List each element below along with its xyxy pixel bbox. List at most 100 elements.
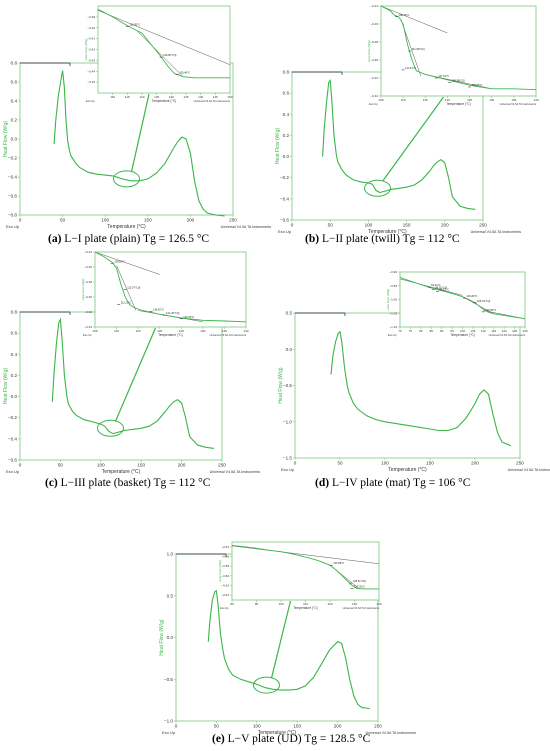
inset-d-annotation: 101.82°C — [467, 294, 478, 298]
inset-a-xtick-label: 120 — [139, 95, 144, 99]
main-b-curve — [322, 78, 476, 210]
inset-c-xtick-label: 140 — [243, 329, 248, 333]
inset-a-xtick-label: 130 — [169, 95, 174, 99]
main-d-ytick-label: −1.0 — [283, 419, 293, 424]
inset-d-ytick-label: −0.90 — [389, 270, 397, 274]
inset-c-annotation: 112.07°C(I) — [127, 286, 140, 290]
main-chart-d: 0 50 100 150 200 250 −1.5 −1.0 −0.5 0.0 0.5 Heat Fl… — [278, 311, 550, 473]
main-a-footer: Universal V4.5A TA Instruments — [221, 225, 272, 229]
zoom-connector-c — [114, 327, 157, 422]
main-b-xtick-label: 0 — [291, 223, 294, 228]
main-a-xlabel: Temperature (°C) — [107, 224, 146, 230]
inset-a-annotation: 115.95°C — [129, 23, 140, 27]
inset-d-annotation: 84.21°C — [431, 283, 441, 287]
zoom-circle-b — [364, 179, 392, 197]
main-e-xtick-label: 250 — [374, 724, 382, 729]
inset-b-xtick-label: 110 — [401, 98, 406, 102]
main-a-xtick-label: 150 — [144, 218, 152, 223]
inset-a-xtick-label: 125 — [154, 95, 159, 99]
inset-e-footer: Universal V4.5A TA Instruments — [343, 606, 380, 610]
inset-c-annotation: 111.21°C — [121, 301, 132, 305]
inset-c-annotation: 121.40°C(I) — [166, 311, 179, 315]
caption-e: (e) L−V plate (UD) Tg = 128.5 °C — [212, 733, 370, 745]
inset-d-xtick-label: 95 — [450, 329, 454, 333]
main-d-xtick-label: 200 — [471, 461, 479, 466]
inset-e-xtick-label: 110 — [303, 602, 308, 606]
inset-a-footer: Universal V4.5A TA Instruments — [194, 99, 231, 103]
main-d-ytick-label: −0.5 — [283, 383, 293, 388]
inset-d-xtick-label: 110 — [481, 329, 486, 333]
inset-d-ytick-label: −1.00 — [389, 298, 397, 302]
inset-a-ylabel: Heat Flow (W/g) — [84, 39, 88, 61]
inset-d-xtick-label: 130 — [522, 329, 527, 333]
main-b-ytick-label: 0.8 — [283, 70, 290, 75]
main-b-xtick-label: 250 — [479, 223, 487, 228]
inset-d-annotation: 106.43°C(I) — [477, 299, 490, 303]
caption-d-text: L−IV plate (mat) Tg = 106 °C — [329, 477, 471, 489]
inset-b-xtick-label: 125 — [467, 98, 472, 102]
inset-d-ylabel: Heat Flow (W/g) — [386, 289, 390, 311]
main-e-curve — [207, 589, 370, 710]
main-chart-b: 0 50 100 150 200 250 −0.6 −0.4 −0.2 0.0 0.2 0.4 0.6 0… — [275, 70, 521, 235]
main-c-ytick-label: 0.6 — [11, 331, 18, 336]
inset-b-bg — [381, 6, 536, 96]
main-d-ytick-label: 0.0 — [286, 347, 293, 352]
main-e-xtick-label: 150 — [293, 724, 301, 729]
inset-b-annotation: 120.98°C(I) — [452, 79, 465, 83]
main-a-ytick-label: −0.6 — [8, 194, 18, 199]
inset-chart-c: 105 110 115 120 125 130 135 140 −0.34 −0.32 −0.30 −… — [81, 250, 249, 337]
inset-b-xtick-label: 115 — [423, 98, 428, 102]
zoom-circle-a — [113, 170, 140, 188]
main-c-xtick-label: 50 — [58, 463, 64, 468]
inset-d-xtick-label: 115 — [491, 329, 496, 333]
inset-a-ytick-label: −0.43 — [87, 58, 95, 62]
inset-e-xtick-label: 90 — [255, 602, 259, 606]
inset-e-xtick-label: 80 — [230, 602, 234, 606]
main-a-ytick-label: 0.4 — [11, 99, 18, 104]
main-d-xtick-label: 250 — [516, 461, 524, 466]
main-e-footer: Universal V4.5A TA Instruments — [366, 731, 417, 735]
inset-c-ytick-label: −0.32 — [84, 310, 92, 314]
main-e-xtick-label: 200 — [334, 724, 342, 729]
caption-b-letter: (b) — [305, 233, 320, 245]
main-b-xtick-label: 50 — [328, 223, 334, 228]
inset-e-ytick-label: −0.58 — [221, 564, 229, 568]
inset-d-xtick-label: 80 — [419, 329, 423, 333]
inset-b-ytick-label: −0.34 — [370, 94, 378, 98]
main-d-xtick-label: 0 — [294, 461, 297, 466]
zoom-circle-c — [96, 419, 124, 437]
inset-b-footer: Universal V4.5A TA Instruments — [500, 102, 537, 106]
inset-c-xtick-label: 125 — [179, 329, 184, 333]
main-e-ytick-label: 0.0 — [167, 635, 174, 640]
inset-a-exo: Exo Up — [86, 99, 95, 103]
inset-d-annotation: 88.67°C — [440, 288, 450, 292]
inset-e-exo: Exo Up — [220, 606, 229, 610]
main-b-xlabel: Temperature (°C) — [368, 229, 407, 235]
inset-e-ytick-label: −0.60 — [221, 574, 229, 578]
main-a-xtick-label: 0 — [19, 218, 22, 223]
inset-b-xtick-label: 105 — [378, 98, 383, 102]
inset-a-tangent — [97, 10, 231, 65]
main-a-ytick-label: 0.2 — [11, 118, 18, 123]
inset-a-xlabel: Temperature (°C) — [152, 99, 176, 103]
inset-d-bg — [400, 272, 525, 327]
main-a-ytick-label: −0.2 — [8, 156, 18, 161]
inset-a-xtick-label: 140 — [198, 95, 203, 99]
main-d-xtick-label: 150 — [426, 461, 434, 466]
main-d-ytick-label: −1.5 — [283, 456, 293, 461]
main-a-xtick-label: 50 — [60, 218, 66, 223]
inset-d-xtick-label: 85 — [430, 329, 434, 333]
main-d-ytick-label: 0.5 — [286, 311, 293, 316]
inset-c-xlabel: Temperature (°C) — [158, 333, 182, 337]
inset-c-exo: Exo Up — [83, 333, 92, 337]
inset-c-xtick-label: 120 — [157, 329, 162, 333]
inset-a-ytick-label: −0.44 — [87, 69, 95, 73]
caption-c-letter: (c) — [45, 477, 58, 489]
inset-d-xtick-label: 90 — [440, 329, 444, 333]
inset-e-annotation: 128.51°C(I) — [353, 579, 366, 583]
inset-a-xtick-label: 135 — [183, 95, 188, 99]
inset-chart-a: 110 115 120 125 130 135 140 145 150 −0.45 −0.44 −0.… — [84, 5, 233, 103]
main-e-xlabel: Temperature (°C) — [258, 730, 297, 736]
caption-d-letter: (d) — [315, 477, 330, 489]
main-a-ytick-label: 0.0 — [11, 137, 18, 142]
